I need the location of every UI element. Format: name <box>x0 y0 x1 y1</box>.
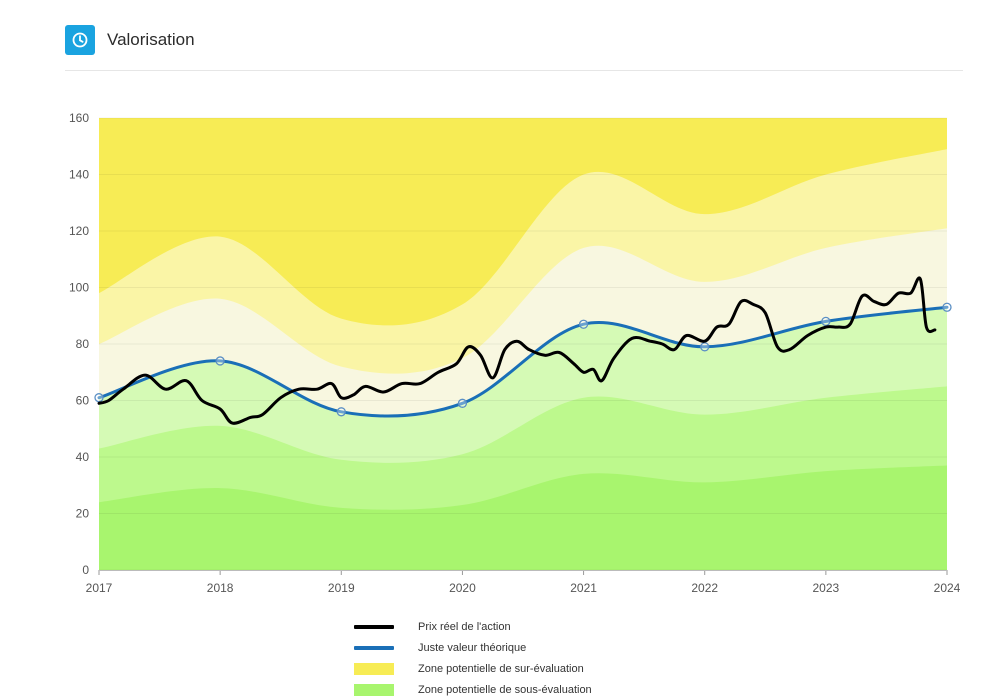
legend-item-fair-value[interactable]: Juste valeur théorique <box>354 637 592 658</box>
legend-swatch-undervaluation <box>354 683 394 696</box>
band-undervaluation-strong <box>99 465 947 570</box>
legend-swatch-fair-value <box>354 645 394 650</box>
valuation-chart: 0 20 40 60 80 100 120 140 160 2017 2018 2019 2020 202… <box>69 111 961 595</box>
x-tick-label: 2018 <box>207 581 234 595</box>
fair-value-point <box>94 393 104 403</box>
y-tick-label: 20 <box>76 507 90 521</box>
chart-legend: Prix réel de l'action Juste valeur théor… <box>354 616 592 700</box>
legend-swatch-overvaluation <box>354 662 394 675</box>
fair-value-point <box>336 407 346 417</box>
section-header: Valorisation <box>65 25 195 55</box>
fair-value-point <box>578 319 589 329</box>
x-tick-label: 2017 <box>86 581 113 595</box>
y-tick-label: 0 <box>82 563 89 577</box>
zones-layer <box>99 118 947 570</box>
legend-item-undervaluation[interactable]: Zone potentielle de sous-évaluation <box>354 679 592 700</box>
legend-item-price[interactable]: Prix réel de l'action <box>354 616 592 637</box>
clock-icon <box>65 25 95 55</box>
fair-value-point <box>942 302 952 312</box>
legend-label-overvaluation: Zone potentielle de sur-évaluation <box>418 662 584 675</box>
x-tick-label: 2019 <box>328 581 355 595</box>
y-tick-label: 40 <box>76 450 90 464</box>
y-tick-label: 120 <box>69 224 89 238</box>
series-line-fair-value <box>97 305 949 418</box>
legend-swatch-price <box>354 624 394 629</box>
x-tick-label: 2023 <box>813 581 840 595</box>
x-tick-label: 2021 <box>570 581 597 595</box>
x-tick-label: 2022 <box>691 581 718 595</box>
header-divider <box>65 70 963 71</box>
y-tick-label: 80 <box>76 337 90 351</box>
y-tick-label: 160 <box>69 111 89 125</box>
axis-layer: 0 20 40 60 80 100 120 140 160 2017 2018 2019 2020 202… <box>69 111 961 595</box>
x-tick-label: 2024 <box>934 581 961 595</box>
y-tick-label: 60 <box>76 394 90 408</box>
series-line-price <box>97 276 937 425</box>
y-tick-label: 100 <box>69 281 89 295</box>
legend-label-fair-value: Juste valeur théorique <box>418 641 527 654</box>
y-tick-label: 140 <box>69 168 89 182</box>
fair-value-point <box>215 356 225 366</box>
series-layer <box>94 276 952 425</box>
fair-value-point <box>457 398 468 408</box>
legend-label-price: Prix réel de l'action <box>418 620 511 633</box>
x-tick-label: 2020 <box>449 581 476 595</box>
page-title: Valorisation <box>107 30 195 49</box>
legend-item-overvaluation[interactable]: Zone potentielle de sur-évaluation <box>354 658 592 679</box>
legend-label-undervaluation: Zone potentielle de sous-évaluation <box>418 683 592 696</box>
fair-value-point <box>700 342 710 352</box>
fair-value-point <box>821 316 831 327</box>
